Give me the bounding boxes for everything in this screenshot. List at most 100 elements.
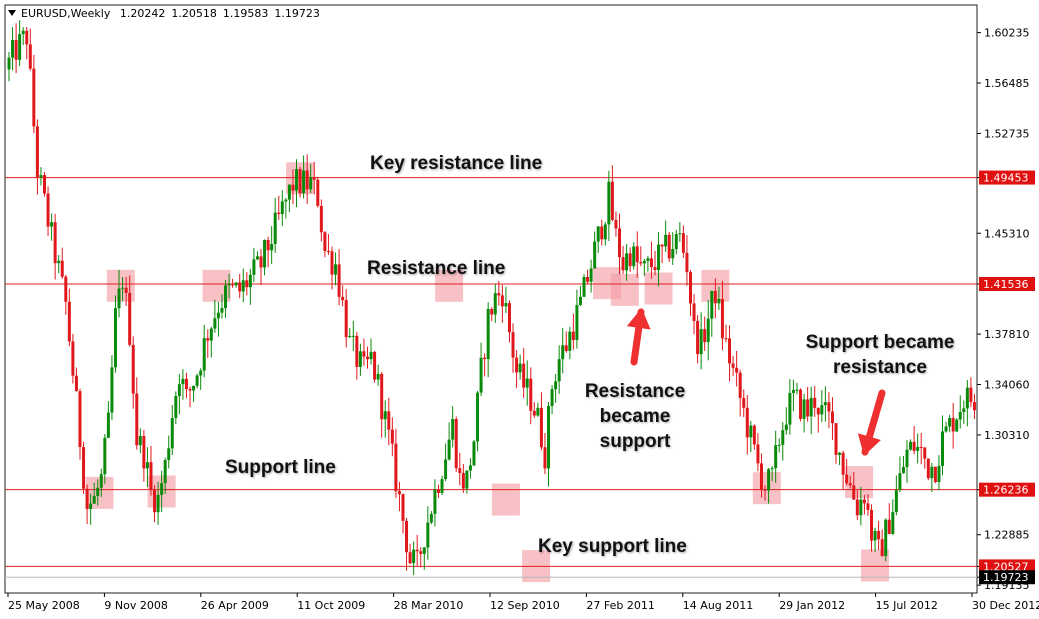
candle-body: [284, 199, 288, 202]
candle-body: [138, 435, 142, 446]
candle-body: [955, 419, 959, 432]
candle-body: [355, 335, 359, 367]
candle-body: [106, 412, 110, 438]
candle-body: [539, 407, 543, 448]
candle-body: [490, 308, 494, 315]
candle-body: [280, 201, 284, 215]
candle-body: [224, 285, 228, 309]
candle-body: [195, 375, 199, 386]
candle-body: [621, 257, 625, 271]
candle-body: [582, 276, 586, 297]
candle-body: [625, 253, 629, 271]
resistance-became-support-annotation: Resistance became support: [575, 379, 695, 454]
x-tick-label: 26 Apr 2009: [201, 599, 269, 612]
candle-body: [174, 396, 178, 418]
candle-body: [500, 295, 504, 307]
candle-body: [586, 276, 590, 282]
key-resistance-annotation: Key resistance line: [370, 153, 543, 174]
candle-body: [252, 259, 256, 275]
candle-body: [522, 363, 526, 388]
plot-frame: [4, 4, 978, 594]
candle-body: [941, 431, 945, 466]
candle-body: [472, 441, 476, 466]
candle-body: [422, 547, 426, 554]
candle-body: [234, 282, 238, 286]
candle-body: [170, 417, 174, 449]
candle-body: [529, 378, 533, 411]
candle-body: [468, 465, 472, 471]
candle-body: [50, 222, 54, 227]
candle-body: [816, 407, 820, 415]
candle-body: [912, 441, 916, 451]
candle-body: [706, 318, 710, 343]
candle-body: [365, 356, 369, 360]
candle-body: [454, 419, 458, 469]
candle-body: [344, 300, 348, 338]
candle-body: [337, 264, 341, 297]
dropdown-triangle-icon[interactable]: [8, 10, 16, 16]
candle-body: [891, 512, 895, 534]
candle-body: [419, 551, 423, 554]
candle-body: [965, 387, 969, 409]
candle-body: [901, 467, 905, 474]
candle-body: [493, 293, 497, 315]
candle-body: [649, 258, 653, 268]
candle-body: [266, 240, 270, 251]
candle-body: [124, 287, 128, 293]
candle-body: [461, 473, 465, 489]
candle-body: [518, 363, 522, 373]
level-price-label: 1.20527: [983, 560, 1029, 573]
x-tick-label: 30 Dec 2012: [972, 599, 1039, 612]
candle-body: [497, 293, 501, 296]
candle-body: [827, 402, 831, 412]
candle-body: [373, 351, 377, 380]
candle-body: [110, 367, 114, 413]
x-tick-label: 28 Mar 2010: [394, 599, 464, 612]
candle-body: [834, 423, 838, 455]
candle-body: [862, 499, 866, 504]
level-price-label: 1.41536: [983, 278, 1029, 291]
highlight-box: [435, 269, 464, 302]
candle-body: [618, 228, 622, 258]
candle-body: [142, 435, 146, 469]
candle-body: [692, 303, 696, 321]
candle-body: [415, 549, 419, 552]
candle-body: [536, 407, 540, 416]
candle-body: [784, 424, 788, 431]
candle-body: [806, 399, 810, 417]
candle-body: [71, 341, 75, 376]
candle-body: [18, 34, 22, 60]
candle-body: [515, 357, 519, 373]
candle-body: [717, 298, 721, 304]
candle-body: [877, 530, 881, 540]
candle-body: [873, 530, 877, 541]
candle-body: [688, 272, 692, 304]
candle-body: [227, 283, 231, 286]
candle-body: [596, 226, 600, 242]
candle-body: [412, 549, 416, 564]
candle-body: [866, 503, 870, 510]
current-price-tag: [979, 570, 1035, 585]
candle-body: [149, 462, 153, 490]
candle-body: [664, 234, 668, 247]
candle-body: [962, 408, 966, 413]
candle-body: [348, 336, 352, 338]
candle-body: [894, 490, 898, 513]
candle-body: [255, 256, 259, 260]
candle-body: [589, 268, 593, 282]
candle-body: [390, 429, 394, 444]
candle-body: [948, 418, 952, 427]
high-value: 1.20518: [171, 7, 217, 20]
candle-body: [813, 397, 817, 408]
candle-body: [287, 184, 291, 200]
y-tick-label: 1.56485: [984, 77, 1030, 90]
highlight-box: [610, 273, 639, 306]
candle-body: [57, 260, 61, 264]
symbol-info-bar[interactable]: EURUSD,Weekly 1.20242 1.20518 1.19583 1.197…: [8, 7, 326, 20]
candle-body: [330, 251, 334, 275]
y-tick-label: 1.37810: [984, 328, 1030, 341]
candle-body: [35, 126, 39, 178]
candle-body: [316, 179, 320, 206]
candle-body: [507, 303, 511, 333]
